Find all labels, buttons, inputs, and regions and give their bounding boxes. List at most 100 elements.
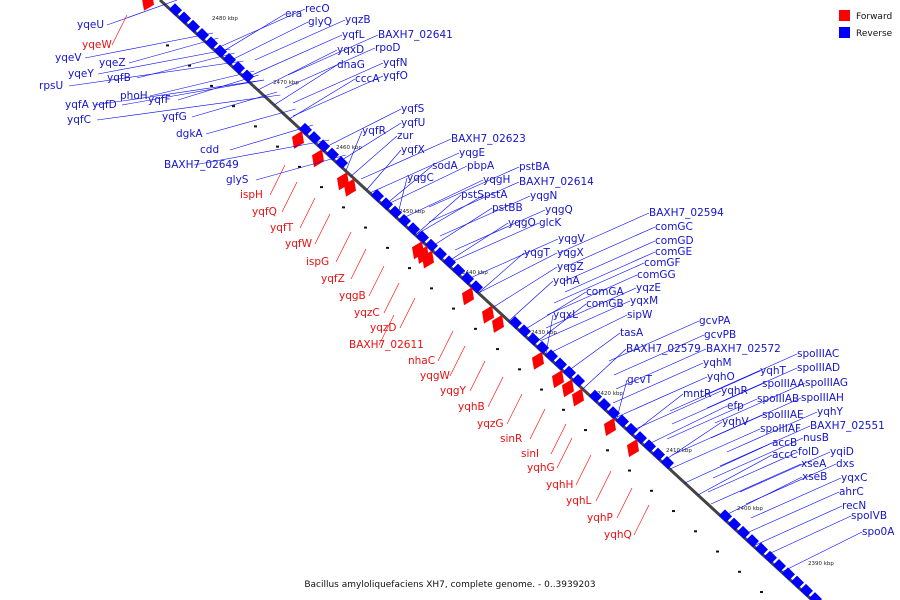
leader-line [321, 108, 402, 150]
gene-label-rev: yqfA [65, 99, 90, 111]
leader-line [218, 13, 286, 55]
gene-label-rev: cccA [355, 73, 380, 85]
gene-label-rev: nusB [803, 432, 829, 444]
gene-label-rev: BAXH7_02594 [649, 207, 724, 219]
gene-label-rev: era [285, 8, 302, 20]
leader-line [205, 108, 296, 135]
gene-label-fwd: ispH [240, 189, 263, 201]
leader-line [558, 212, 650, 254]
reverse-gene-glyph [326, 147, 339, 161]
reverse-gene-glyph [389, 205, 402, 219]
leader-line [335, 231, 352, 263]
reverse-gene-glyph [317, 139, 330, 153]
leader-line [550, 423, 567, 455]
leader-line [336, 122, 402, 164]
legend-forward-label: Forward [856, 12, 892, 22]
gene-label-rev: yqhA [553, 275, 581, 287]
scale-tick: 2480 kbp [212, 16, 238, 22]
reverse-gene-glyph [782, 567, 795, 581]
leader-line [633, 504, 650, 536]
reverse-gene-glyph [461, 271, 474, 285]
reverse-gene-glyph [196, 28, 209, 42]
gene-label-fwd: yqhB [458, 401, 485, 413]
leader-line [564, 251, 656, 293]
gene-label-rev: yqeU [77, 19, 104, 31]
gene-label-fwd: yqgW [420, 370, 451, 382]
gene-label-rev: yqeV [55, 52, 82, 64]
gene-label-rev: efp [727, 400, 744, 412]
leader-line [529, 408, 546, 440]
leader-line [545, 314, 554, 356]
track-tick [650, 489, 653, 492]
genome-axis [158, 0, 814, 600]
leader-line [287, 34, 379, 76]
gene-label-rev: BAXH7_02623 [451, 133, 526, 145]
track-tick [584, 429, 587, 432]
reverse-gene-glyph [728, 517, 741, 531]
reverse-gene-glyph [335, 155, 348, 169]
forward-gene-glyph [142, 0, 154, 11]
reverse-gene-glyph [643, 439, 656, 453]
track-tick [672, 510, 675, 513]
gene-label-rev: BAXH7_02572 [706, 343, 781, 355]
gene-label-rev: rpsU [39, 80, 63, 92]
reverse-gene-glyph [371, 189, 384, 203]
leader-line [415, 194, 485, 236]
gene-label-fwd: BAXH7_02611 [349, 339, 424, 351]
leader-line [396, 177, 408, 219]
leader-line [366, 149, 402, 191]
gene-label-rev: tasA [620, 327, 644, 339]
gene-label-rev: pbpA [467, 160, 495, 172]
gene-label-fwd: yqfQ [252, 206, 277, 218]
leader-line [764, 515, 852, 557]
leader-line [707, 451, 799, 493]
leader-line [383, 165, 433, 207]
gene-label-fwd: sinR [500, 433, 522, 445]
leader-line [520, 291, 587, 333]
gene-label-rev: yqfX [401, 144, 425, 156]
leader-line [251, 34, 343, 76]
gene-label-rev: yqhV [722, 416, 750, 428]
genome-caption: Bacillus amyloliquefaciens XH7, complete… [304, 580, 595, 590]
gene-label-rev: yqfC [67, 114, 91, 126]
leader-line [564, 226, 656, 268]
leader-line [644, 405, 728, 447]
leader-line [121, 79, 265, 106]
reverse-gene-glyph [470, 280, 483, 294]
leader-line [595, 470, 612, 502]
leader-line [615, 348, 707, 390]
leader-line [750, 477, 842, 519]
reverse-gene-glyph [178, 11, 191, 25]
gene-label-rev: yqgQ [545, 204, 573, 216]
reverse-gene-labels: era recO glyQ yqzB yqfL BAXH7_02641 yqxD… [39, 3, 895, 538]
track-tick [232, 105, 235, 108]
gene-label-rev: xseB [802, 471, 827, 483]
gene-label-rev: yqhY [817, 406, 844, 418]
leader-line [533, 303, 587, 345]
reverse-gene-glyph [746, 534, 759, 548]
leader-line [613, 334, 705, 376]
leader-line [697, 454, 773, 496]
reverse-gene-glyph [518, 324, 531, 338]
gene-label-rev: sodA [432, 160, 459, 172]
leader-line [493, 266, 558, 308]
scale-tick: 2470 kbp [273, 80, 299, 86]
leader-line [399, 297, 416, 329]
leader-line [415, 194, 462, 236]
leader-line [612, 362, 704, 404]
leader-line [616, 376, 708, 418]
gene-label-rev: yqfS [401, 103, 425, 115]
gene-label-rev: yqzB [345, 14, 371, 26]
track-tick [342, 206, 345, 209]
leader-line [546, 274, 638, 316]
gene-label-rev: BAXH7_02649 [164, 159, 239, 171]
gene-label-rev: spoIIIAE [762, 409, 804, 421]
leader-line [454, 209, 546, 251]
track-tick [606, 449, 609, 452]
reverse-gene-glyph [800, 583, 813, 597]
gene-label-rev: recN [842, 500, 866, 512]
leader-line [556, 437, 573, 469]
gene-label-rev: gcvT [627, 374, 653, 386]
forward-gene-glyph [572, 388, 584, 407]
scale-tick: 2400 kbp [737, 506, 763, 512]
